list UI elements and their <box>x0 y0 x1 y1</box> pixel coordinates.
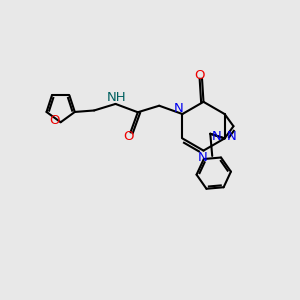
Text: O: O <box>123 130 134 143</box>
Text: N: N <box>174 102 183 115</box>
Text: O: O <box>49 114 59 127</box>
Text: N: N <box>226 130 236 143</box>
Text: N: N <box>198 151 208 164</box>
Text: NH: NH <box>106 91 126 104</box>
Text: N: N <box>212 130 222 143</box>
Text: O: O <box>194 69 205 82</box>
